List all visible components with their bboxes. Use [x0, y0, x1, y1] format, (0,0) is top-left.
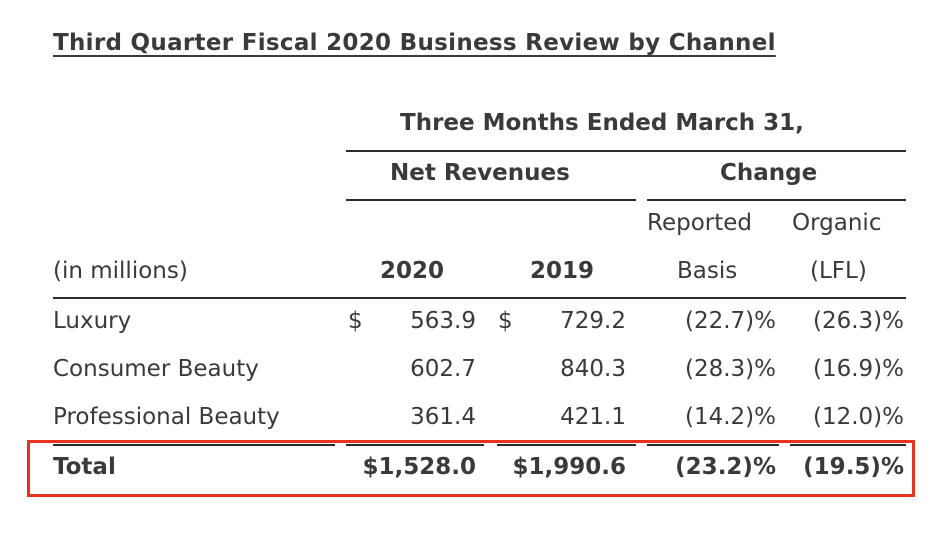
total-reported-change: (23.2)% [675, 454, 776, 480]
currency-2020: $ [348, 308, 363, 334]
value-2019: 729.2 [560, 308, 626, 334]
change-rule [647, 199, 906, 201]
total-organic-change: (19.5)% [803, 454, 904, 480]
reported-header-line2: Basis [677, 258, 738, 284]
organic-header-line2: (LFL) [810, 258, 867, 284]
total-row-highlight-box [27, 440, 915, 497]
organic-header-line1: Organic [792, 210, 882, 236]
reported-change: (22.7)% [684, 308, 776, 334]
period-rule [346, 150, 906, 152]
total-rule-organic [790, 444, 906, 446]
total-2020: $1,528.0 [362, 454, 477, 480]
year-2019-header: 2019 [530, 258, 595, 284]
net-revenues-header: Net Revenues [390, 160, 570, 186]
reported-change: (14.2)% [684, 404, 776, 430]
row-label: Consumer Beauty [53, 356, 259, 382]
period-header: Three Months Ended March 31, [400, 110, 804, 136]
currency-2019: $ [498, 308, 513, 334]
total-rule-reported [647, 444, 779, 446]
total-rule-2020 [346, 444, 484, 446]
row-label: Professional Beauty [53, 404, 280, 430]
organic-change: (26.3)% [812, 308, 904, 334]
value-2020: 563.9 [410, 308, 476, 334]
change-header: Change [720, 160, 818, 186]
row-label: Luxury [53, 308, 132, 334]
value-2020: 602.7 [410, 356, 476, 382]
value-2019: 840.3 [560, 356, 626, 382]
net-revenues-rule [346, 199, 636, 201]
value-2020: 361.4 [410, 404, 476, 430]
reported-change: (28.3)% [684, 356, 776, 382]
reported-header-line1: Reported [647, 210, 752, 236]
total-2019: $1,990.6 [512, 454, 627, 480]
year-2020-header: 2020 [380, 258, 445, 284]
organic-change: (16.9)% [812, 356, 904, 382]
organic-change: (12.0)% [812, 404, 904, 430]
table-title: Third Quarter Fiscal 2020 Business Revie… [53, 30, 776, 56]
value-2019: 421.1 [560, 404, 626, 430]
units-label: (in millions) [53, 258, 188, 284]
total-rule-2019 [497, 444, 636, 446]
total-label: Total [53, 454, 116, 480]
total-rule-label [53, 444, 335, 446]
header-bottom-rule [53, 297, 906, 299]
